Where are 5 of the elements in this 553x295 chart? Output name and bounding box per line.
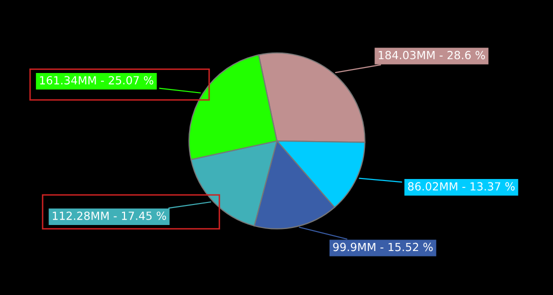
- data-label: 112.28MM - 17.45 %: [52, 212, 166, 220]
- data-label: 86.02MM - 13.37 %: [408, 182, 515, 191]
- data-label: 161.34MM - 25.07 %: [40, 76, 154, 84]
- data-label: 184.03MM - 28.6 %: [378, 50, 485, 60]
- data-label: 99.9MM - 15.52 %: [333, 242, 433, 252]
